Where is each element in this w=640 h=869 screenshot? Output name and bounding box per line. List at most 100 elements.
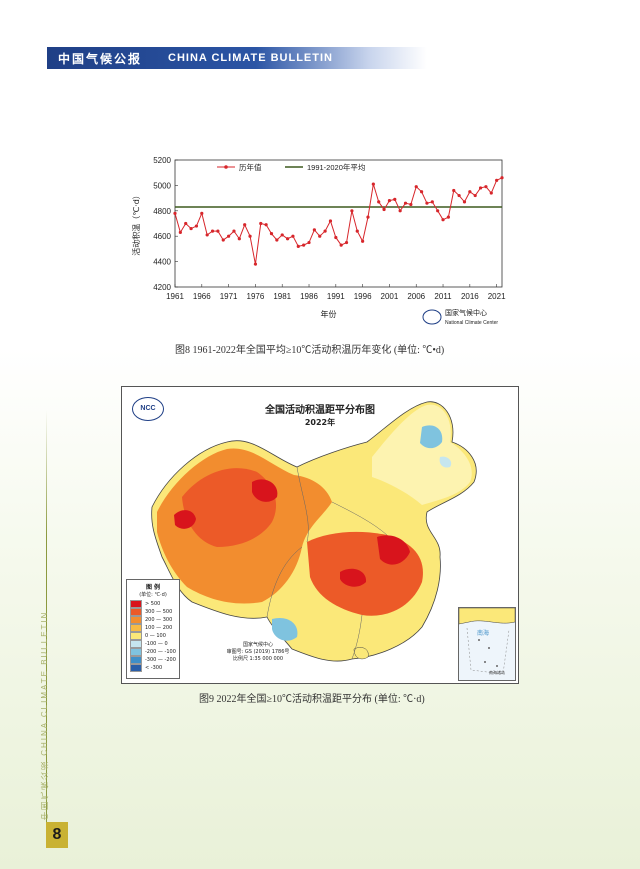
data-point — [393, 197, 397, 201]
map-title: 全国活动积温距平分布图 — [265, 405, 375, 416]
legend-item: 0 — 100 — [127, 632, 179, 640]
legend-swatch — [130, 624, 142, 632]
data-point — [436, 209, 440, 213]
header-title-en: CHINA CLIMATE BULLETIN — [168, 52, 333, 64]
x-tick-label: 1971 — [220, 292, 238, 301]
x-tick-label: 2011 — [434, 292, 452, 301]
map-credit: 国家气候中心 审图号: GS (2019) 1786号 比例尺 1:35 000… — [218, 642, 298, 663]
legend-item: -300 — -200 — [127, 656, 179, 664]
data-point — [205, 233, 209, 237]
figure9-caption: 图9 2022年全国≥10℃活动积温距平分布 (单位: ℃·d) — [199, 694, 425, 705]
data-point — [484, 185, 488, 189]
x-tick-label: 2001 — [381, 292, 399, 301]
y-tick-label: 5200 — [153, 156, 171, 165]
x-tick-label: 2016 — [461, 292, 479, 301]
data-point — [302, 243, 306, 247]
legend-item: 300 — 500 — [127, 608, 179, 616]
x-tick-label: 2006 — [407, 292, 425, 301]
data-point — [184, 221, 188, 226]
y-tick-label: 5000 — [153, 181, 171, 190]
data-point — [178, 230, 182, 234]
inset-label: 南海 — [477, 630, 490, 637]
data-point — [387, 199, 392, 203]
data-point — [194, 224, 199, 228]
x-axis-label: 年份 — [321, 309, 337, 319]
data-point — [419, 190, 424, 194]
data-point — [495, 178, 499, 182]
legend-swatch — [130, 616, 142, 624]
data-point — [296, 244, 300, 248]
x-tick-label: 1981 — [273, 292, 291, 301]
data-point — [371, 182, 375, 186]
legend-label: 200 — 300 — [145, 617, 173, 623]
legend-swatch — [130, 664, 142, 672]
x-tick-label: 1986 — [300, 292, 318, 301]
data-point — [425, 201, 429, 205]
legend-item: -100 — 0 — [127, 640, 179, 648]
credit-line: 审图号: GS (2019) 1786号 — [226, 649, 290, 655]
map-legend: 图 例 (单位: ℃·d) > 500 300 — 500 200 — 300 100… — [126, 579, 180, 679]
inset-sublabel: 南海诸岛 — [489, 670, 505, 675]
y-tick-label: 4200 — [153, 283, 171, 292]
data-point — [227, 234, 231, 238]
x-tick-label: 1961 — [166, 292, 184, 301]
data-point — [259, 221, 263, 226]
x-tick-label: 2021 — [488, 292, 506, 301]
data-point — [339, 243, 343, 247]
data-point — [173, 211, 177, 215]
figure8-svg: 4200 4400 4600 4800 5000 5200 1961 1966 1971 1976… — [131, 156, 506, 326]
ncc-logo-icon: NCC — [132, 397, 164, 421]
data-point — [489, 191, 493, 195]
header-bar — [47, 47, 427, 69]
legend-swatch — [130, 656, 142, 664]
data-point — [500, 176, 504, 180]
data-point — [232, 229, 236, 233]
ncc-logo-icon — [422, 309, 442, 325]
legend-label: 0 — 100 — [145, 633, 166, 639]
data-point — [452, 188, 456, 193]
x-tick-label: 1996 — [354, 292, 372, 301]
figure8-caption: 图8 1961-2022年全国平均≥10℃活动积温历年变化 (单位: ℃•d) — [175, 345, 445, 356]
logo-text-cn: 国家气候中心 — [445, 308, 487, 317]
legend-label: > 500 — [145, 601, 161, 607]
data-point — [291, 234, 295, 238]
figure8-chart: 4200 4400 4600 4800 5000 5200 1961 1966 1971 1976… — [125, 148, 515, 334]
data-point — [377, 200, 381, 204]
legend-title: 图 例 — [145, 584, 161, 591]
y-tick-label: 4400 — [153, 258, 171, 267]
data-point — [269, 232, 274, 236]
data-point — [468, 190, 472, 194]
legend-item: -200 — -100 — [127, 648, 179, 656]
x-tick-label: 1966 — [193, 292, 211, 301]
data-point — [248, 234, 252, 238]
data-point — [430, 200, 434, 204]
y-axis-label: 活动积温（℃·d） — [131, 191, 141, 256]
south-china-sea-inset: 南海 南海诸岛 — [458, 607, 516, 681]
credit-line: 比例尺 1:35 000 000 — [232, 656, 284, 662]
y-tick-label: 4800 — [153, 207, 171, 216]
data-point — [398, 209, 402, 213]
data-point — [457, 193, 461, 198]
data-point — [237, 237, 241, 241]
data-point — [355, 229, 359, 233]
legend-label: 300 — 500 — [145, 609, 173, 615]
data-point — [414, 185, 418, 189]
data-point — [243, 223, 247, 227]
x-tick-label: 1991 — [327, 292, 345, 301]
legend-label: -300 — -200 — [145, 657, 176, 663]
data-point — [285, 237, 290, 241]
y-tick-label: 4600 — [153, 232, 171, 241]
legend-item: 100 — 200 — [127, 624, 179, 632]
china-map-icon — [151, 401, 477, 662]
legend-swatch — [130, 648, 142, 656]
data-point — [328, 219, 333, 223]
legend-label: -100 — 0 — [145, 641, 168, 647]
data-point — [275, 238, 279, 242]
figure9-map: NCC 全国活动积温距平分布图 2022年 图 例 (单位: ℃·d) > 50… — [121, 386, 519, 684]
legend-swatch — [130, 640, 142, 648]
legend-item: > 500 — [127, 600, 179, 608]
data-point — [361, 239, 365, 243]
side-rule — [46, 410, 47, 830]
data-point — [478, 186, 483, 190]
legend-label-annual: 历年值 — [239, 162, 262, 172]
